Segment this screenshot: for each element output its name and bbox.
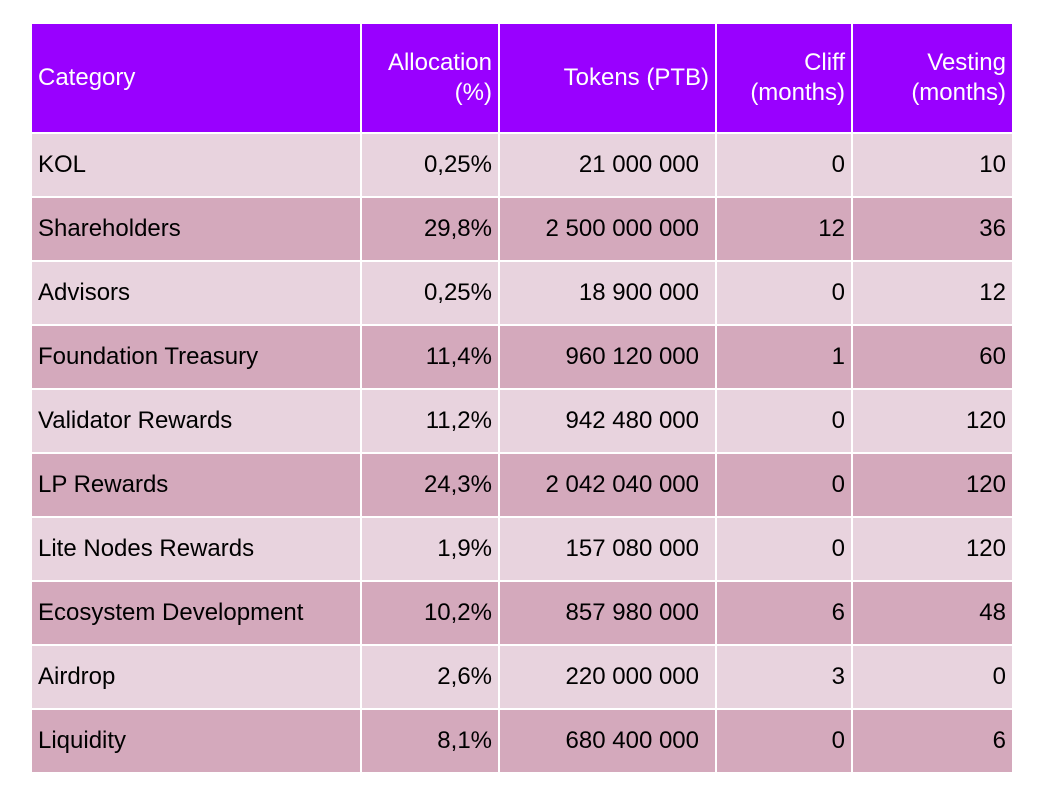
table-body: KOL 0,25% 21 000 000 0 10 Shareholders 29,8% 2 … xyxy=(32,132,1012,774)
value-cell: 960 120 000 xyxy=(498,324,717,390)
value-cell: 120 xyxy=(851,452,1012,518)
category-cell: KOL xyxy=(32,132,362,198)
value-cell: 6 xyxy=(715,580,853,646)
value-cell: 1,9% xyxy=(360,516,500,582)
value-cell: 942 480 000 xyxy=(498,388,717,454)
table-row: LP Rewards 24,3% 2 042 040 000 0 120 xyxy=(32,452,1012,518)
category-cell: Foundation Treasury xyxy=(32,324,362,390)
value-cell: 0 xyxy=(715,132,853,198)
value-cell: 0 xyxy=(715,708,853,774)
value-cell: 1 xyxy=(715,324,853,390)
value-cell: 18 900 000 xyxy=(498,260,717,326)
value-cell: 157 080 000 xyxy=(498,516,717,582)
value-cell: 12 xyxy=(715,196,853,262)
value-cell: 12 xyxy=(851,260,1012,326)
value-cell: 2 500 000 000 xyxy=(498,196,717,262)
value-cell: 857 980 000 xyxy=(498,580,717,646)
value-cell: 10 xyxy=(851,132,1012,198)
table-row: Airdrop 2,6% 220 000 000 3 0 xyxy=(32,644,1012,710)
value-cell: 2,6% xyxy=(360,644,500,710)
value-cell: 2 042 040 000 xyxy=(498,452,717,518)
category-cell: Ecosystem Development xyxy=(32,580,362,646)
value-cell: 60 xyxy=(851,324,1012,390)
value-cell: 36 xyxy=(851,196,1012,262)
table-header: Category Allocation (%) Tokens (PTB) Cliff … xyxy=(32,24,1012,134)
table-row: Lite Nodes Rewards 1,9% 157 080 000 0 120 xyxy=(32,516,1012,582)
category-cell: Shareholders xyxy=(32,196,362,262)
value-cell: 6 xyxy=(851,708,1012,774)
table-row: Advisors 0,25% 18 900 000 0 12 xyxy=(32,260,1012,326)
category-cell: Advisors xyxy=(32,260,362,326)
value-cell: 0 xyxy=(715,388,853,454)
table-container: Category Allocation (%) Tokens (PTB) Cliff … xyxy=(32,24,1012,774)
table-row: Ecosystem Development 10,2% 857 980 000 6 48 xyxy=(32,580,1012,646)
header-row: Category Allocation (%) Tokens (PTB) Cliff … xyxy=(32,24,1012,134)
category-cell: Liquidity xyxy=(32,708,362,774)
header-cell: Cliff (months) xyxy=(715,24,853,134)
table-row: Liquidity 8,1% 680 400 000 0 6 xyxy=(32,708,1012,774)
category-cell: LP Rewards xyxy=(32,452,362,518)
value-cell: 680 400 000 xyxy=(498,708,717,774)
value-cell: 0 xyxy=(715,452,853,518)
value-cell: 24,3% xyxy=(360,452,500,518)
value-cell: 10,2% xyxy=(360,580,500,646)
value-cell: 29,8% xyxy=(360,196,500,262)
header-cell: Tokens (PTB) xyxy=(498,24,717,134)
header-cell: Allocation (%) xyxy=(360,24,500,134)
value-cell: 48 xyxy=(851,580,1012,646)
category-cell: Validator Rewards xyxy=(32,388,362,454)
allocation-table: Category Allocation (%) Tokens (PTB) Cliff … xyxy=(32,24,1012,774)
table-row: Foundation Treasury 11,4% 960 120 000 1 60 xyxy=(32,324,1012,390)
value-cell: 0,25% xyxy=(360,260,500,326)
table-row: Validator Rewards 11,2% 942 480 000 0 120 xyxy=(32,388,1012,454)
header-cell: Vesting (months) xyxy=(851,24,1012,134)
value-cell: 0 xyxy=(851,644,1012,710)
value-cell: 120 xyxy=(851,388,1012,454)
value-cell: 120 xyxy=(851,516,1012,582)
value-cell: 11,4% xyxy=(360,324,500,390)
value-cell: 0 xyxy=(715,260,853,326)
value-cell: 0 xyxy=(715,516,853,582)
table-row: KOL 0,25% 21 000 000 0 10 xyxy=(32,132,1012,198)
value-cell: 220 000 000 xyxy=(498,644,717,710)
value-cell: 21 000 000 xyxy=(498,132,717,198)
category-cell: Airdrop xyxy=(32,644,362,710)
value-cell: 0,25% xyxy=(360,132,500,198)
value-cell: 8,1% xyxy=(360,708,500,774)
header-cell: Category xyxy=(32,24,362,134)
category-cell: Lite Nodes Rewards xyxy=(32,516,362,582)
value-cell: 3 xyxy=(715,644,853,710)
value-cell: 11,2% xyxy=(360,388,500,454)
table-row: Shareholders 29,8% 2 500 000 000 12 36 xyxy=(32,196,1012,262)
